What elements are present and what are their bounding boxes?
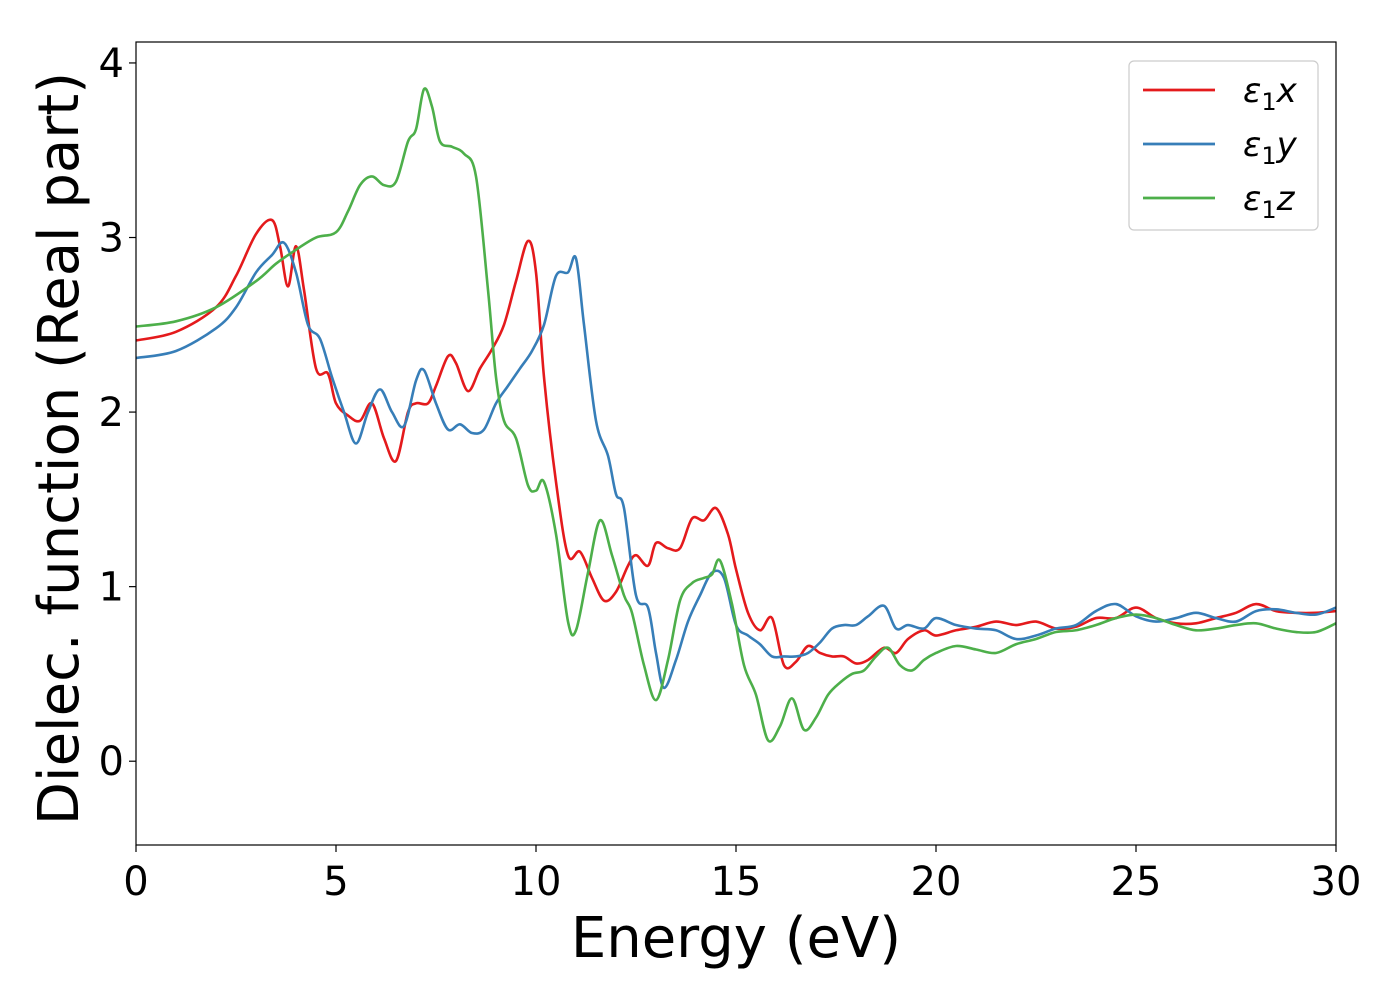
legend-label-variable: y — [1276, 125, 1298, 165]
series-line-y — [136, 240, 1336, 690]
y-axis-label: Dielec. function (Real part) — [27, 72, 92, 825]
y-tick-label: 4 — [99, 41, 124, 87]
legend-label-base: ε — [1243, 71, 1261, 111]
legend-label-subscript: 1 — [1261, 196, 1276, 224]
series-line-z — [136, 87, 1336, 743]
legend-label-variable: x — [1276, 71, 1298, 111]
x-tick-label: 15 — [711, 859, 762, 905]
x-tick-label: 25 — [1111, 859, 1162, 905]
legend-label-base: ε — [1243, 125, 1261, 165]
legend-label-base: ε — [1243, 179, 1261, 219]
legend-label-x: ε1x — [1243, 71, 1298, 116]
legend-label-subscript: 1 — [1261, 142, 1276, 170]
x-axis-label: Energy (eV) — [571, 906, 901, 971]
legend-label-subscript: 1 — [1261, 88, 1276, 116]
x-tick-label: 30 — [1311, 859, 1362, 905]
legend-label-z: ε1z — [1243, 179, 1296, 224]
legend-label-variable: z — [1276, 179, 1296, 219]
x-axis-ticks: 0 5 10 15 20 25 30 — [123, 845, 1361, 905]
y-tick-label: 0 — [99, 739, 124, 785]
y-tick-label: 2 — [99, 390, 124, 436]
legend-box — [1128, 60, 1319, 231]
legend-label-y: ε1y — [1243, 125, 1298, 170]
y-axis-ticks: 0 1 2 3 4 — [99, 41, 136, 785]
y-tick-label: 3 — [99, 216, 124, 262]
y-tick-label: 1 — [99, 565, 124, 611]
x-tick-label: 10 — [511, 859, 562, 905]
x-tick-label: 20 — [911, 859, 962, 905]
x-tick-label: 0 — [123, 859, 148, 905]
series-layer — [136, 87, 1336, 743]
x-tick-label: 5 — [323, 859, 348, 905]
